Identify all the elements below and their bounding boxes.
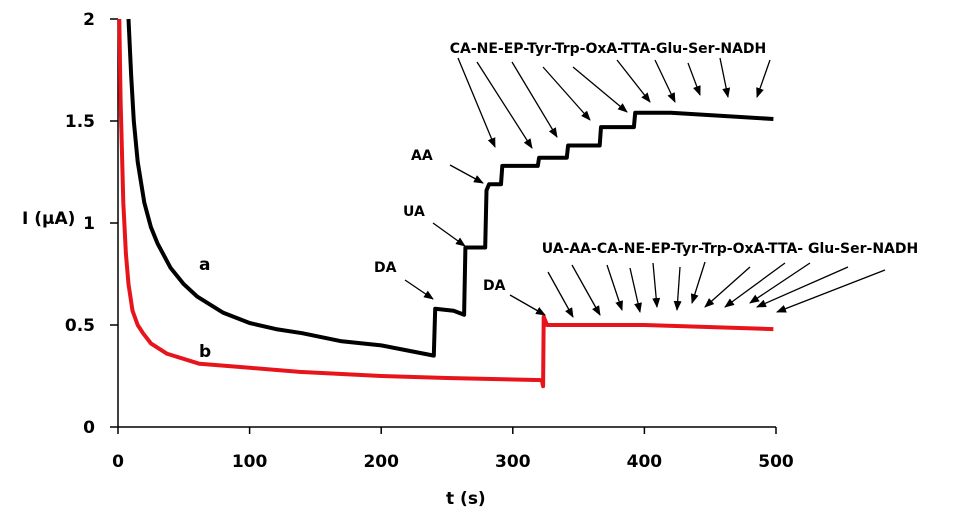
series-line-a — [126, 18, 774, 358]
annotation-a-sequence: CA-NE-EP-Tyr-Trp-OxA-TTA-Glu-Ser-NADH — [450, 41, 767, 57]
x-tick-label: 500 — [758, 452, 794, 472]
y-axis-label: I (µA) — [22, 209, 75, 229]
annotation-a-da: DA — [374, 260, 397, 276]
arrow-b-tta-icon — [724, 262, 786, 308]
x-tick-label: 100 — [232, 452, 268, 472]
arrow-b-oxa-icon — [704, 266, 751, 308]
x-tick-label: 300 — [495, 452, 531, 472]
arrow-a-ca-icon — [457, 57, 496, 148]
series-group — [117, 18, 774, 389]
arrow-b-ser-icon — [756, 266, 849, 308]
series-line-b — [117, 18, 774, 389]
arrow-b-ca-icon — [606, 264, 623, 311]
arrow-a-ua-icon — [432, 222, 466, 247]
annotation-b-da: DA — [483, 278, 506, 294]
x-tick-label: 0 — [112, 452, 124, 472]
arrow-b-da-icon — [509, 294, 546, 316]
y-tick-label: 1 — [83, 214, 95, 234]
arrow-a-ep-icon — [511, 61, 558, 138]
curve-b-label: b — [199, 342, 211, 362]
arrow-a-ne-icon — [476, 61, 533, 149]
arrow-b-glu-icon — [749, 262, 811, 304]
y-tick-label: 0 — [83, 418, 95, 438]
annotation-a-ua: UA — [403, 204, 425, 220]
x-axis-label: t (s) — [446, 489, 486, 509]
annotation-a-aa: AA — [411, 148, 433, 164]
arrow-a-glu-icon — [687, 62, 701, 96]
arrow-a-trp-icon — [572, 66, 628, 113]
arrow-a-tyr-icon — [542, 66, 591, 121]
arrow-b-ua-icon — [547, 271, 574, 318]
arrow-b-nadh-icon — [776, 269, 886, 313]
arrow-a-da-icon — [404, 279, 434, 300]
arrow-b-trp-icon — [690, 261, 706, 304]
arrow-a-nadh-icon — [756, 59, 771, 98]
y-tick-label: 0.5 — [65, 316, 95, 336]
y-tick-label: 1.5 — [65, 112, 95, 132]
axes: 0 100 200 300 400 500 0 0.5 1 1.5 2 — [65, 10, 794, 472]
arrow-b-ne-icon — [629, 267, 642, 313]
arrow-b-tyr-icon — [673, 266, 682, 311]
arrow-a-aa-icon — [449, 164, 484, 184]
curve-a-label: a — [199, 255, 210, 275]
y-tick-label: 2 — [83, 10, 95, 30]
arrow-a-oxa-icon — [616, 59, 651, 103]
x-tick-label: 200 — [363, 452, 399, 472]
arrow-b-aa-icon — [571, 264, 601, 316]
annotation-arrows — [404, 57, 886, 318]
arrow-a-tta-icon — [654, 59, 676, 103]
x-tick-label: 400 — [627, 452, 663, 472]
annotation-b-sequence: UA-AA-CA-NE-EP-Tyr-Trp-OxA-TTA- Glu-Ser-… — [542, 241, 918, 257]
arrow-a-ser-icon — [719, 57, 731, 98]
arrow-b-ep-icon — [652, 262, 661, 308]
